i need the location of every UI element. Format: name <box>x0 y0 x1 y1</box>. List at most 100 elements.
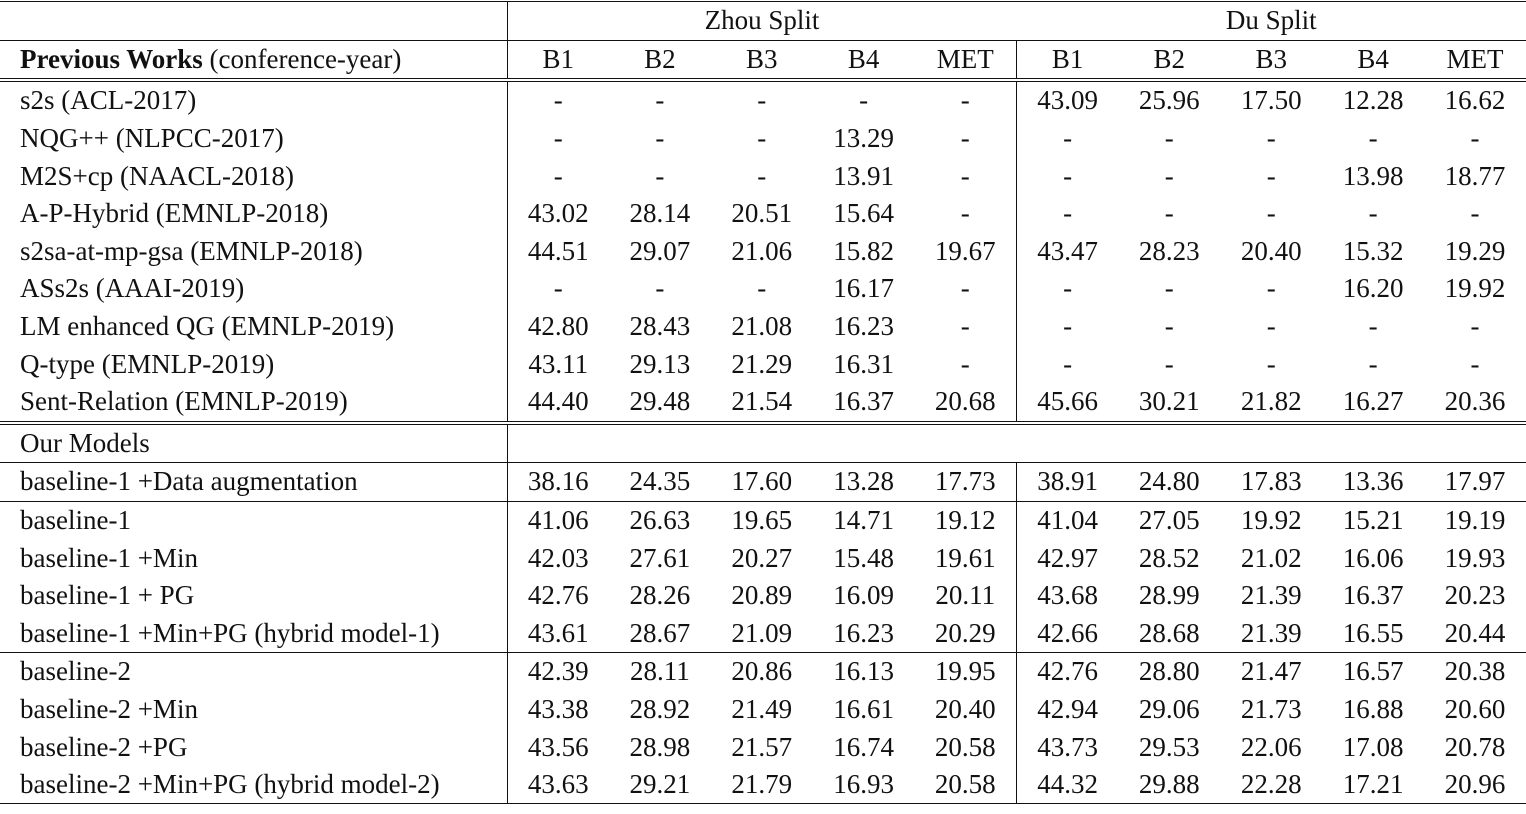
du-b1-cell: 43.73 <box>1037 731 1099 762</box>
table-row: s2s (ACL-2017) - - - - -43.09 25.96 17.50 12.28 1… <box>0 78 1526 120</box>
du-b1-cell: - <box>1063 198 1073 229</box>
table-row: baseline-2 42.39 28.11 20.86 16.13 19.95 42.76… <box>0 652 1526 691</box>
du-b3-cell: 21.39 <box>1240 617 1302 648</box>
du-b1-cell: 38.91 <box>1016 462 1119 502</box>
du-b3-cell: 19.92 <box>1220 500 1323 540</box>
zhou-met-cell: - <box>914 78 1017 120</box>
table-row: M2S+cp (NAACL-2018) - - -13.91- - - -13.98 18.7… <box>0 157 1526 195</box>
du-b2-cell: 29.88 <box>1118 765 1221 805</box>
zhou-b2-cell: 28.43 <box>629 311 691 342</box>
model-name-cell: M2S+cp (NAACL-2018) <box>0 157 508 195</box>
model-name-cell: ASs2s (AAAI-2019) <box>0 270 508 308</box>
du-b4-cell: - <box>1368 198 1378 229</box>
du-met-cell: 19.19 <box>1424 500 1526 540</box>
table-row: baseline-1 +Min 42.03 27.61 20.27 15.48 19.61… <box>0 539 1526 577</box>
zhou-b2-cell: 26.63 <box>608 500 711 540</box>
du-b3-cell: 21.02 <box>1240 542 1302 573</box>
du-b3-cell: 20.40 <box>1240 235 1302 266</box>
zhou-b4-cell: 16.74 <box>833 731 894 762</box>
zhou-b2-cell: - <box>655 123 665 154</box>
zhou-met-cell: 19.95 <box>914 652 1017 691</box>
du-met-cell: - <box>1470 311 1480 342</box>
zhou-b3-cell: 21.49 <box>731 693 793 724</box>
du-b3-cell: 21.39 <box>1240 580 1302 611</box>
zhou-b1-cell: - <box>553 123 563 154</box>
du-b2-cell: - <box>1164 198 1174 229</box>
du-b4-cell: 16.55 <box>1342 617 1404 648</box>
zhou-met-cell: 20.40 <box>914 690 1017 729</box>
zhou-b4-header: B4 <box>812 39 915 81</box>
zhou-b4-cell: 15.64 <box>833 198 894 229</box>
model-name-cell: baseline-2 <box>0 652 508 691</box>
zhou-b4-cell: 16.31 <box>833 348 894 379</box>
model-name-cell: baseline-1 +Min <box>0 539 508 577</box>
zhou-b3-cell: 21.54 <box>731 386 793 417</box>
zhou-b1-cell: 42.03 <box>527 542 589 573</box>
du-met-header: MET <box>1424 39 1526 81</box>
zhou-met-cell: - <box>914 270 1017 308</box>
du-b4-header: B4 <box>1322 39 1425 81</box>
zhou-b2-cell: 28.26 <box>629 580 691 611</box>
zhou-b4-cell: 14.71 <box>812 500 915 540</box>
zhou-b2-cell: 29.48 <box>629 386 691 417</box>
du-b3-cell: 17.83 <box>1220 462 1323 502</box>
zhou-b1-cell: 43.38 <box>527 693 589 724</box>
du-b1-cell: 42.66 <box>1037 617 1099 648</box>
du-met-cell: 18.77 <box>1444 160 1506 191</box>
du-b1-cell: 43.09 <box>1016 78 1119 120</box>
du-b3-cell: - <box>1266 160 1276 191</box>
zhou-met-cell: - <box>914 194 1017 233</box>
du-met-cell: 20.60 <box>1444 693 1506 724</box>
du-b2-cell: 28.99 <box>1138 580 1200 611</box>
model-name-cell: s2s (ACL-2017) <box>0 78 508 120</box>
model-name-cell: baseline-2 +PG <box>0 728 508 766</box>
zhou-b2-header: B2 <box>608 39 711 81</box>
du-b4-cell: 17.21 <box>1322 765 1425 805</box>
zhou-b1-cell: 42.76 <box>527 580 589 611</box>
model-name-cell: s2sa-at-mp-gsa (EMNLP-2018) <box>0 232 508 271</box>
zhou-b3-cell: 19.65 <box>710 500 813 540</box>
du-b2-cell: 27.05 <box>1118 500 1221 540</box>
model-name-cell: NQG++ (NLPCC-2017) <box>0 119 508 158</box>
zhou-b1-cell: 43.56 <box>527 731 589 762</box>
du-met-cell: 19.93 <box>1444 542 1506 573</box>
du-b3-cell: 22.28 <box>1220 765 1323 805</box>
model-name-cell: baseline-2 +Min+PG (hybrid model-2) <box>0 765 508 805</box>
model-name-cell: A-P-Hybrid (EMNLP-2018) <box>0 194 508 233</box>
du-b1-cell: - <box>1063 348 1073 379</box>
zhou-b1-cell: 43.61 <box>527 617 589 648</box>
zhou-b1-cell: 42.39 <box>507 652 609 691</box>
du-b2-cell: 28.68 <box>1138 617 1200 648</box>
zhou-b1-cell: 43.63 <box>507 765 609 805</box>
zhou-b2-cell: 24.35 <box>608 462 711 502</box>
du-b2-header: B2 <box>1118 39 1221 81</box>
zhou-b1-cell: 38.16 <box>507 462 609 502</box>
du-met-cell: - <box>1470 123 1480 154</box>
our-models-section-row: Our Models <box>0 420 1526 463</box>
zhou-b4-cell: 16.13 <box>812 652 915 691</box>
zhou-b4-cell: 16.09 <box>833 580 894 611</box>
du-b2-cell: - <box>1164 123 1174 154</box>
table-row: ASs2s (AAAI-2019) - - -16.17- - - -16.20 19.92 <box>0 270 1526 308</box>
table-row: Q-type (EMNLP-2019) 43.11 29.13 21.29 16.31-… <box>0 345 1526 383</box>
table-row: s2sa-at-mp-gsa (EMNLP-2018) 44.51 29.07 21.… <box>0 232 1526 271</box>
zhou-b2-cell: 28.98 <box>629 731 691 762</box>
zhou-met-cell: 20.58 <box>914 765 1017 805</box>
zhou-b3-cell: 21.79 <box>710 765 813 805</box>
zhou-met-cell: 19.67 <box>914 232 1017 271</box>
du-met-cell: 20.38 <box>1424 652 1526 691</box>
zhou-b3-cell: 21.57 <box>731 731 793 762</box>
zhou-met-cell: 19.61 <box>914 539 1017 577</box>
zhou-b1-cell: 43.02 <box>527 198 589 229</box>
zhou-b1-cell: 41.06 <box>507 500 609 540</box>
previous-works-body: s2s (ACL-2017) - - - - -43.09 25.96 17.50 12.28 1… <box>0 78 1526 423</box>
model-name-cell: Sent-Relation (EMNLP-2019) <box>0 382 508 423</box>
zhou-b2-cell: 29.21 <box>608 765 711 805</box>
du-met-cell: 20.96 <box>1424 765 1526 805</box>
du-b3-cell: 17.50 <box>1220 78 1323 120</box>
zhou-b4-cell: 16.23 <box>833 617 894 648</box>
du-b1-cell: 43.68 <box>1037 580 1099 611</box>
du-b1-cell: 42.97 <box>1037 542 1099 573</box>
previous-works-label: Previous Works <box>20 43 203 74</box>
du-b2-cell: - <box>1164 348 1174 379</box>
